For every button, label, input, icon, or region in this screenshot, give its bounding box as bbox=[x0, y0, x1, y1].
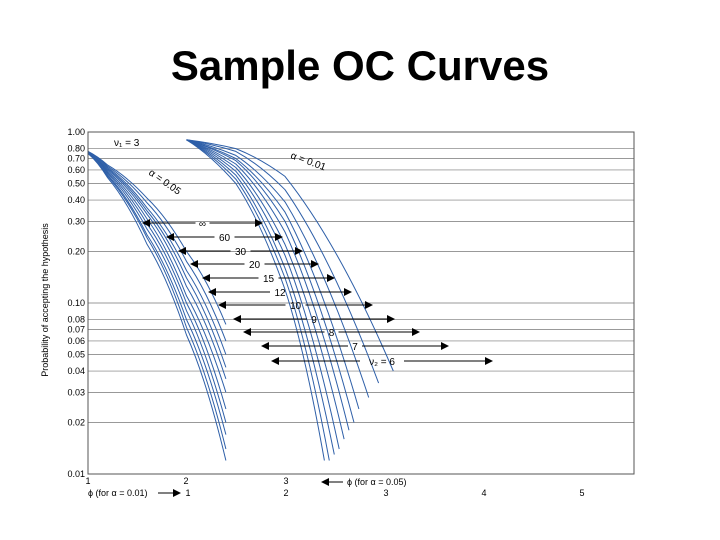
nu2-label: ν₂ = 6 bbox=[369, 357, 395, 368]
slide-title: Sample OC Curves bbox=[170, 42, 550, 89]
alpha001-curve-nu2-15 bbox=[186, 139, 345, 440]
y-tick-label: 0.07 bbox=[67, 324, 85, 334]
y-tick-label: 0.01 bbox=[67, 469, 85, 479]
y-tick-label: 0.05 bbox=[67, 349, 85, 359]
alpha001-curve-nu2-7 bbox=[186, 139, 380, 384]
x-tick-alpha001-4: 4 bbox=[481, 488, 486, 498]
y-tick-label: 0.06 bbox=[67, 336, 85, 346]
nu2-label: 20 bbox=[249, 260, 261, 271]
nu2-label: 9 bbox=[311, 315, 317, 326]
plot-frame bbox=[87, 131, 635, 475]
alpha001-curve-nu2-10 bbox=[186, 139, 355, 423]
y-tick-label: 1.00 bbox=[67, 127, 85, 137]
alpha001-curve-nu2-6 bbox=[186, 139, 394, 372]
alpha005-curve-nu2-6 bbox=[87, 150, 227, 325]
alpha005-curve-nu2-20 bbox=[87, 152, 227, 423]
nu2-label: ∞ bbox=[199, 219, 206, 230]
y-tick-label: 0.10 bbox=[67, 298, 85, 308]
nu2-label: 12 bbox=[274, 288, 286, 299]
alpha001-curve-nu2-∞ bbox=[186, 139, 325, 461]
alpha005-curve-nu2-7 bbox=[87, 150, 227, 342]
x-tick-alpha005-1: 1 bbox=[85, 476, 90, 486]
y-tick-label: 0.70 bbox=[67, 153, 85, 163]
alpha005-curve-nu2-10 bbox=[87, 151, 227, 380]
y-tick-label: 0.80 bbox=[67, 144, 85, 154]
y-tick-label: 0.03 bbox=[67, 387, 85, 397]
curves bbox=[87, 139, 394, 461]
alpha005-curve-nu2-9 bbox=[87, 151, 227, 368]
alpha005-curve-nu2-15 bbox=[87, 151, 227, 410]
x-tick-alpha005-3: 3 bbox=[283, 476, 288, 486]
x-tick-alpha001-3: 3 bbox=[383, 488, 388, 498]
alpha-005-annotation: α = 0.05 bbox=[146, 167, 183, 197]
y-tick-label: 0.50 bbox=[67, 178, 85, 188]
alpha001-curve-nu2-60 bbox=[186, 139, 330, 461]
alpha005-curve-nu2-8 bbox=[87, 150, 227, 355]
nu2-label: 7 bbox=[352, 342, 358, 353]
y-tick-label: 0.60 bbox=[67, 165, 85, 175]
y-tick-label: 0.08 bbox=[67, 315, 85, 325]
x-axis-alpha001-label: ϕ (for α = 0.01) bbox=[88, 488, 148, 498]
alpha001-curve-nu2-12 bbox=[186, 139, 350, 431]
nu2-label: 60 bbox=[219, 233, 231, 244]
alpha001-curve-nu2-9 bbox=[186, 139, 360, 410]
alpha005-curve-nu2-30 bbox=[87, 153, 227, 435]
alpha005-curve-nu2-∞ bbox=[87, 153, 227, 461]
x-axis-alpha005-label: ϕ (for α = 0.05) bbox=[347, 477, 407, 487]
nu1-annotation: ν₁ = 3 bbox=[114, 138, 140, 149]
nu2-label: 30 bbox=[235, 247, 247, 258]
alpha005-curve-nu2-12 bbox=[87, 151, 227, 393]
y-tick-label: 0.20 bbox=[67, 247, 85, 257]
alpha001-curve-nu2-8 bbox=[186, 139, 370, 398]
y-tick-label: 0.30 bbox=[67, 216, 85, 226]
nu2-label: 10 bbox=[290, 301, 302, 312]
nu2-label: 15 bbox=[263, 274, 275, 285]
y-axis-label: Probability of accepting the hypothesis bbox=[40, 223, 50, 377]
alpha001-curve-nu2-20 bbox=[186, 139, 340, 450]
y-tick-labels: 1.00 0.800.70 0.60 0.50 0.40 0.30 0.20 0.10 0.08… bbox=[67, 127, 85, 479]
y-tick-label: 0.40 bbox=[67, 195, 85, 205]
x-tick-alpha001-2: 2 bbox=[283, 488, 288, 498]
x-tick-alpha001-5: 5 bbox=[579, 488, 584, 498]
y-tick-label: 0.02 bbox=[67, 418, 85, 428]
alpha001-curve-nu2-30 bbox=[186, 139, 335, 455]
alpha005-curve-nu2-60 bbox=[87, 153, 227, 450]
x-tick-alpha005-2: 2 bbox=[183, 476, 188, 486]
nu2-label: 8 bbox=[329, 328, 335, 339]
x-tick-alpha001-1: 1 bbox=[185, 488, 190, 498]
y-tick-label: 0.04 bbox=[67, 366, 85, 376]
